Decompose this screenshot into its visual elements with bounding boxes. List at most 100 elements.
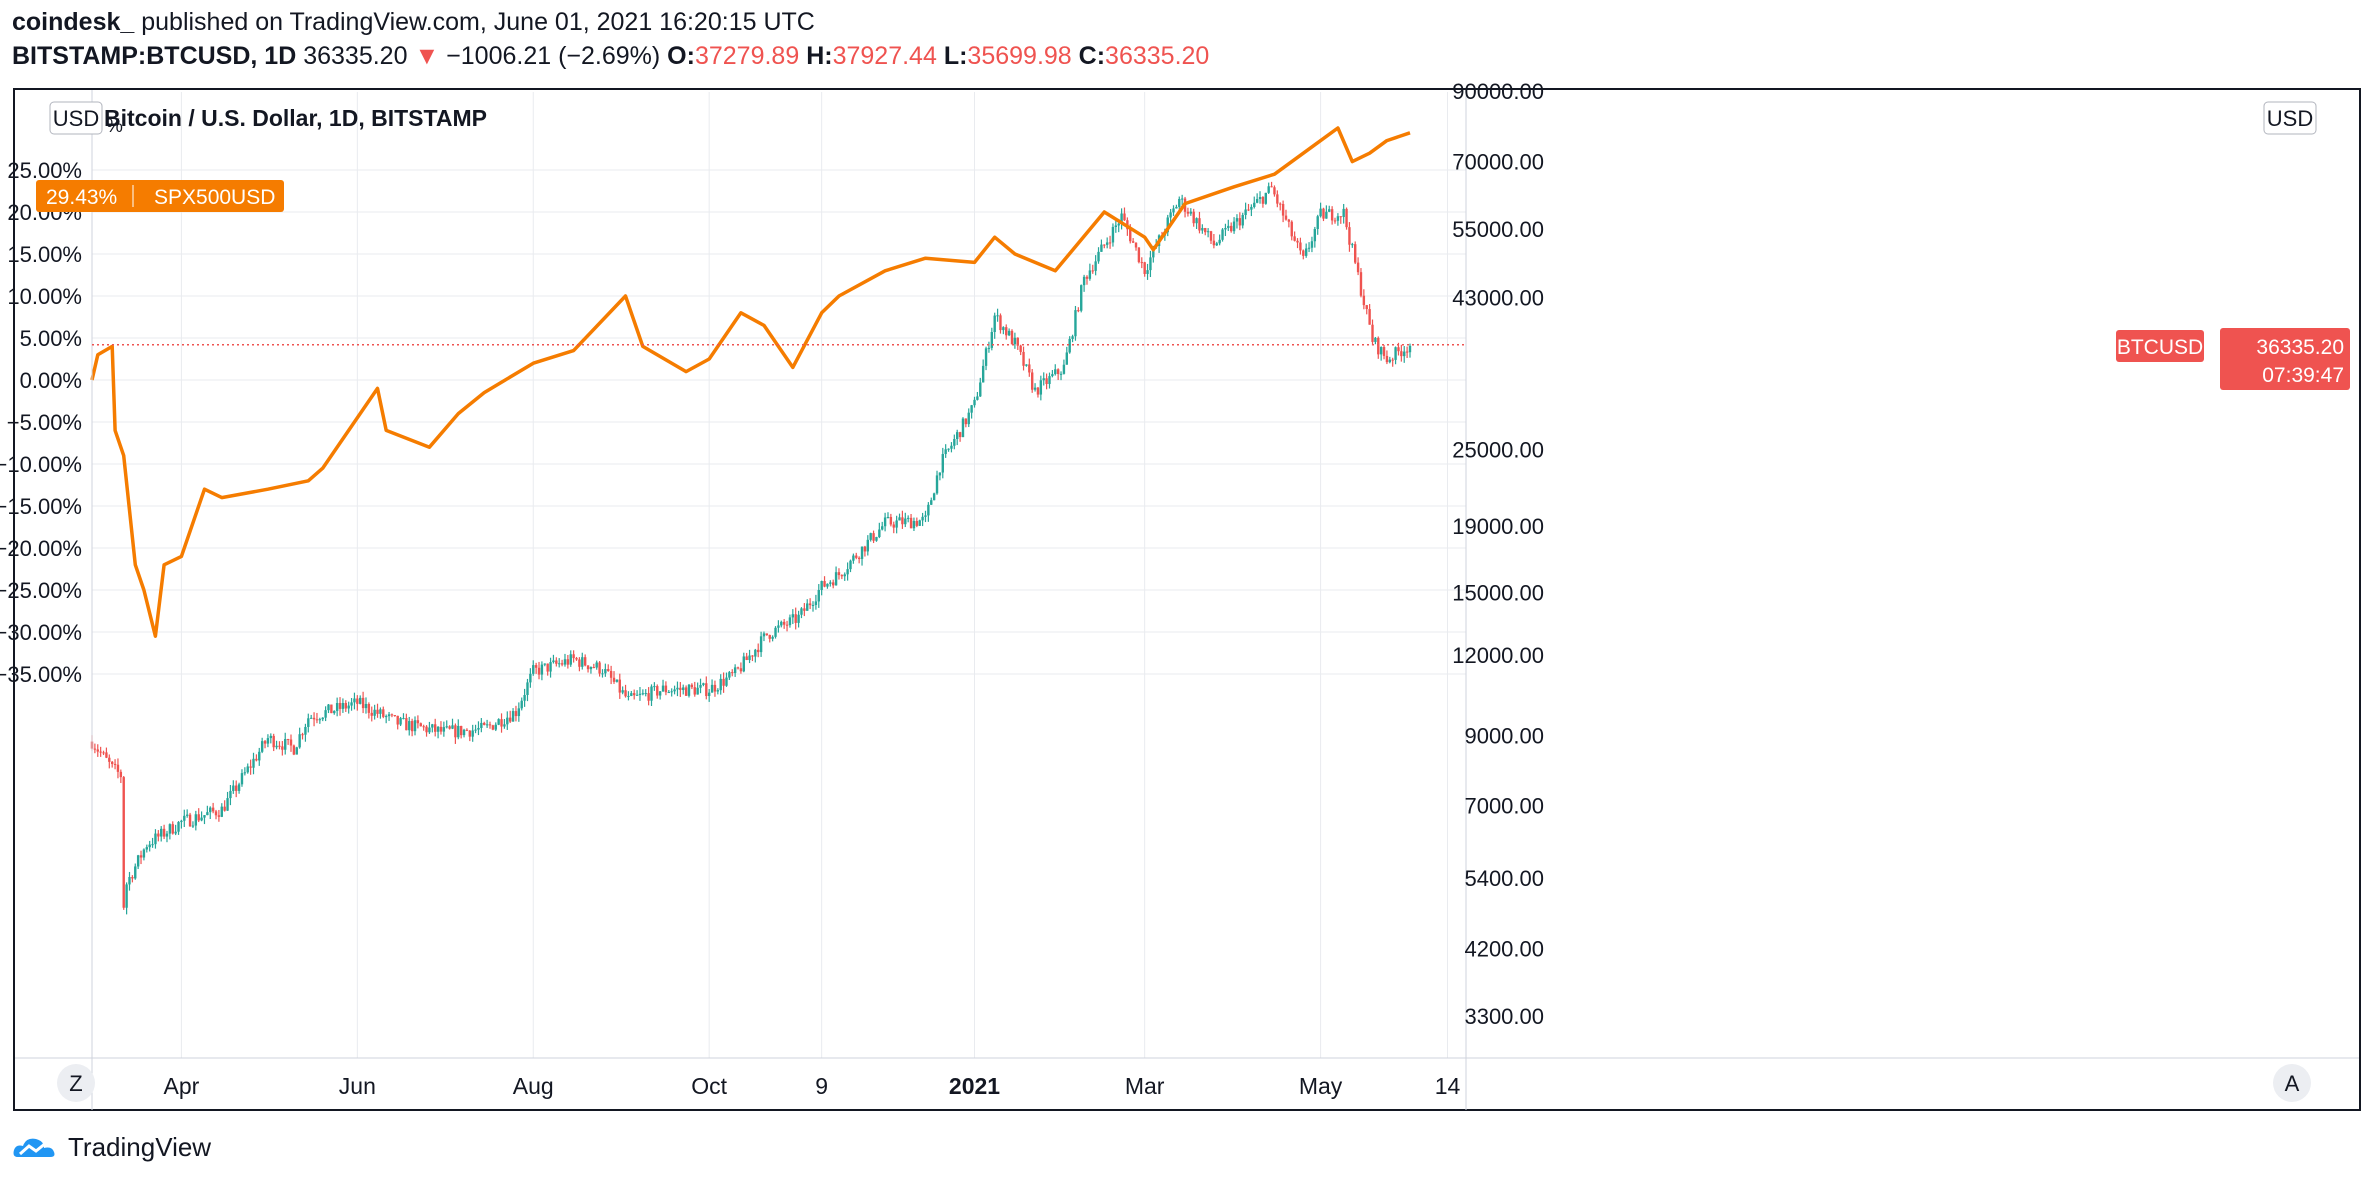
candle-body — [1391, 359, 1394, 361]
candle-body — [344, 703, 347, 709]
open-value: 37279.89 — [694, 42, 800, 70]
candle-body — [361, 697, 365, 709]
candle-body — [1137, 247, 1141, 263]
candle-body — [93, 748, 97, 750]
candle-body — [1212, 240, 1216, 246]
right-tick-label: 12000.00 — [1452, 643, 1544, 668]
candle-body — [217, 815, 221, 817]
close-value: 36335.20 — [1105, 42, 1210, 70]
candle-body — [408, 721, 411, 731]
candle-body — [1175, 206, 1178, 209]
btc-badge-name: BTCUSD — [2117, 336, 2203, 359]
candle-body — [309, 717, 313, 719]
candle-body — [324, 710, 327, 718]
candle-body — [286, 739, 290, 741]
candle-body — [359, 697, 362, 704]
right-tick-label: 15000.00 — [1452, 580, 1544, 605]
candle-body — [1129, 229, 1132, 242]
candle-body — [964, 418, 968, 425]
candle-body — [589, 667, 593, 670]
candle-body — [165, 833, 169, 837]
candle-body — [134, 866, 137, 879]
candle-body — [1088, 270, 1092, 279]
candle-body — [788, 617, 792, 626]
candle-body — [598, 662, 601, 674]
candle-body — [203, 815, 206, 818]
candle-body — [1405, 351, 1409, 353]
candle-body — [909, 517, 913, 529]
candle-body — [1082, 276, 1086, 286]
candle-body — [387, 714, 391, 717]
right-usd-button-box — [2263, 101, 2317, 135]
candle-body — [1065, 352, 1069, 365]
candle-body — [347, 705, 350, 709]
candle-body — [906, 517, 910, 519]
candle-body — [543, 663, 546, 665]
candle-body — [973, 399, 976, 406]
candle-body — [739, 668, 743, 672]
candle-body — [1354, 244, 1357, 263]
last-price: 36335.20 — [303, 42, 408, 70]
tradingview-logo[interactable]: TradingView — [12, 1132, 211, 1163]
candle-body — [1007, 330, 1011, 336]
candle-body — [177, 822, 180, 832]
candle-body — [1241, 215, 1244, 226]
candle-body — [119, 771, 123, 778]
candle-body — [483, 722, 486, 725]
candle-body — [1105, 242, 1109, 245]
auto-scale-z-button[interactable]: Z — [57, 1064, 95, 1102]
candle-body — [840, 575, 844, 577]
candle-body — [508, 717, 512, 722]
candle-body — [716, 690, 720, 692]
candle-body — [1166, 217, 1169, 233]
candle-body — [751, 655, 754, 657]
candle-body — [803, 608, 806, 611]
time-tick-label: 14 — [1435, 1073, 1461, 1099]
candle-body — [1097, 251, 1100, 262]
candle-body — [549, 662, 552, 672]
candle-body — [627, 695, 630, 697]
right-usd-button[interactable]: USD — [2263, 101, 2317, 135]
candle-body — [710, 684, 714, 693]
candle-body — [1002, 327, 1005, 331]
candle-body — [834, 572, 838, 586]
candle-body — [1304, 248, 1308, 256]
candle-body — [1356, 262, 1360, 273]
candle-body — [797, 614, 800, 623]
candle-body — [1333, 220, 1337, 222]
candle-body — [116, 764, 120, 772]
candle-body — [979, 382, 982, 397]
candle-body — [416, 720, 420, 724]
candle-body — [1059, 373, 1063, 375]
publisher-name[interactable]: coindesk_ — [12, 8, 135, 36]
btc-badge-countdown: 07:39:47 — [2262, 364, 2344, 387]
candle-body — [425, 726, 428, 733]
candle-body — [970, 405, 973, 413]
candle-body — [987, 347, 991, 349]
candle-body — [996, 315, 999, 317]
candle-body — [1374, 337, 1377, 342]
candle-body — [782, 621, 786, 625]
candle-body — [930, 500, 933, 505]
candle-body — [1022, 351, 1025, 366]
left-usd-button-box — [49, 101, 103, 135]
time-tick-label: Mar — [1125, 1073, 1165, 1099]
candle-body — [477, 727, 480, 730]
candle-body — [866, 539, 870, 552]
candle-body — [615, 679, 619, 682]
left-tick-label: −30.00% — [0, 620, 82, 645]
auto-scale-a-button[interactable]: A — [2273, 1064, 2311, 1102]
right-tick-label: 25000.00 — [1452, 437, 1544, 462]
candle-body — [523, 694, 526, 701]
candle-body — [765, 633, 769, 636]
left-usd-button[interactable]: USD — [49, 101, 103, 135]
candle-body — [451, 725, 454, 729]
candle-body — [532, 665, 535, 674]
candle-body — [485, 724, 489, 726]
candle-body — [96, 749, 99, 752]
right-tick-label: 9000.00 — [1464, 723, 1544, 748]
candle-body — [563, 659, 567, 665]
candle-body — [1377, 337, 1380, 355]
candle-body — [209, 807, 212, 813]
